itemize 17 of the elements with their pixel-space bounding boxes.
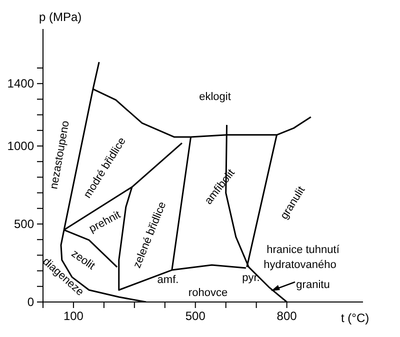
x-tick-label: 100	[63, 309, 84, 323]
annotation: nezastoupeno	[48, 120, 72, 190]
y-tick-label: 1000	[7, 139, 34, 153]
y-tick-label: 500	[14, 217, 34, 231]
annotation: amf.	[157, 274, 179, 286]
annotation: hydratovaného	[264, 259, 336, 271]
annotation: granitu	[296, 279, 330, 291]
annotation: pyr.	[242, 272, 260, 284]
x-tick-label: 500	[185, 309, 206, 323]
y-tick-label: 0	[27, 295, 34, 309]
annotation: rohovce	[188, 287, 228, 299]
annotation: hranice tuhnutí	[266, 244, 340, 256]
x-axis-title: t (°C)	[341, 311, 370, 325]
annotation: eklogit	[199, 91, 231, 103]
y-tick-label: 1400	[7, 76, 34, 91]
x-tick-label: 800	[276, 309, 298, 323]
y-axis-title: p (MPa)	[39, 10, 82, 24]
